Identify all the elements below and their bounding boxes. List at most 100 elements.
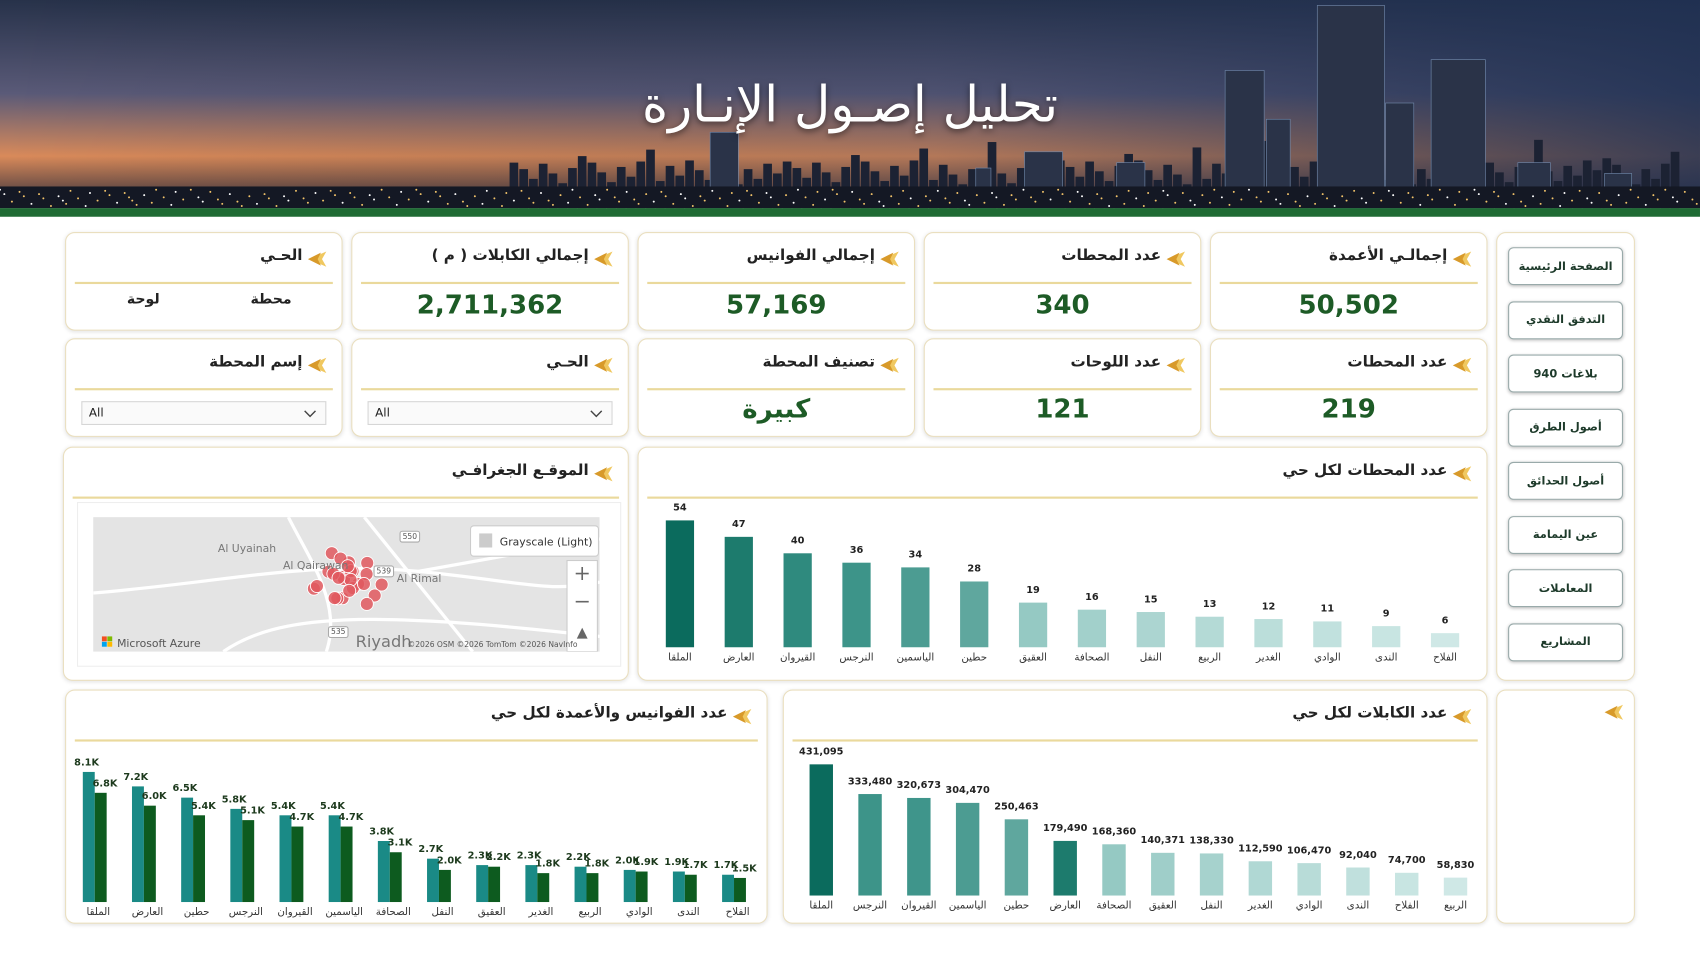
nav-button[interactable]: أصول الحدائق [1508,461,1624,500]
city-light [944,197,947,200]
road-number: 539 [377,567,392,576]
data-label: 92,040 [1339,850,1377,861]
city-light [1637,196,1640,199]
style-picker[interactable] [469,525,600,557]
icon-front [880,358,894,372]
card-title: عدد الفوانيس والأعمدة لكل حي [490,704,728,723]
city-light [1453,203,1456,206]
title-icon [1452,357,1472,373]
nav-button[interactable]: المعاملات [1508,569,1624,608]
city-light [645,193,648,196]
nav-button[interactable]: عين اليمامة [1508,515,1624,554]
title-icon [1452,251,1472,267]
icon-front [1452,710,1466,724]
x-tick-label: النرجس [229,906,263,918]
city-light [559,194,562,197]
title-underline [1219,281,1478,285]
bar [279,815,292,903]
title-icon [1166,251,1186,267]
city-light [485,189,488,192]
city-light [870,193,873,196]
data-label: 54 [673,503,687,514]
title-underline [74,739,758,742]
city-light [77,197,80,200]
city-light [863,202,866,205]
title-icon [594,466,613,482]
bar [242,820,255,903]
station-dot [342,583,357,598]
data-label: 9 [1383,608,1390,619]
city-light [785,194,788,197]
city-light [532,201,535,204]
city-light [143,194,146,197]
x-tick-label: القيروان [780,651,815,663]
city-light [209,190,212,193]
card-title: عدد المحطات [1061,247,1162,265]
city-light [831,188,834,191]
city-light [1652,194,1655,197]
dropdown[interactable]: All [367,401,613,425]
city-light [275,205,278,207]
data-label: 34 [909,550,923,561]
city-light [606,188,609,191]
city-light [1287,193,1289,196]
icon-front [594,252,608,266]
title-icon [1166,357,1186,373]
card-title: الموقـع الجغرافـي [451,461,589,480]
card-title: إجمالي الفوانيس [746,247,875,265]
city-light [1166,194,1169,197]
city-light [746,189,748,192]
nav-button[interactable]: الصفحة الرئيسية [1508,247,1624,286]
building [812,162,821,209]
icon-front [594,467,608,481]
city-light [1504,202,1507,205]
icon-back [595,251,613,267]
icon-front [594,358,608,372]
map[interactable]: Al Uyainah Al Qairawan Al Rimal Riyadh 550 53… [93,517,600,652]
city-light [454,193,457,196]
city-light [948,201,951,204]
x-tick-label: النفل [1140,651,1162,663]
card-title: عدد المحطات [1347,353,1448,371]
bar [635,871,648,903]
nav-button[interactable]: المشاريع [1508,622,1624,661]
data-label: 2.3K [468,851,493,862]
x-tick-label: الملقا [668,651,692,663]
city-light [263,193,266,196]
city-light [765,192,768,194]
page-title: تحليل إصـول الإنـارة [642,75,1058,134]
nav-button[interactable]: التدفق النقدي [1508,300,1624,339]
city-light [1520,200,1523,203]
kpi-card: عدد المحطات 340 [923,232,1202,331]
city-light [155,188,158,191]
zoom-in[interactable] [575,567,589,581]
bar [722,874,735,903]
data-label: 1.8K [535,859,560,870]
district-option[interactable]: محطة [250,291,292,308]
city-light [306,201,309,204]
card-title: تصنيف المحطة [762,353,875,371]
x-tick-label: النفل [1201,900,1223,912]
city-light [1493,190,1495,193]
compass[interactable] [576,627,588,639]
nav-button[interactable]: أصول الطرق [1508,408,1624,447]
data-label: 138,330 [1189,836,1234,847]
city-light [1399,201,1402,204]
x-tick-label: العارض [723,651,754,663]
title-underline [72,496,620,499]
building [636,161,646,209]
x-tick-label: الربيع [1444,900,1467,912]
city-light [1539,202,1542,205]
city-light [975,194,978,197]
city-light [1081,195,1083,198]
dropdown[interactable]: All [81,401,327,425]
city-light [1189,199,1192,202]
city-light [1559,205,1562,207]
city-light [1676,200,1679,203]
city-light [1563,192,1566,194]
city-light [968,203,971,206]
district-option[interactable]: لوحة [126,291,160,308]
title-icon [594,251,613,267]
nav-button[interactable]: بلاغات 940 [1508,354,1624,393]
